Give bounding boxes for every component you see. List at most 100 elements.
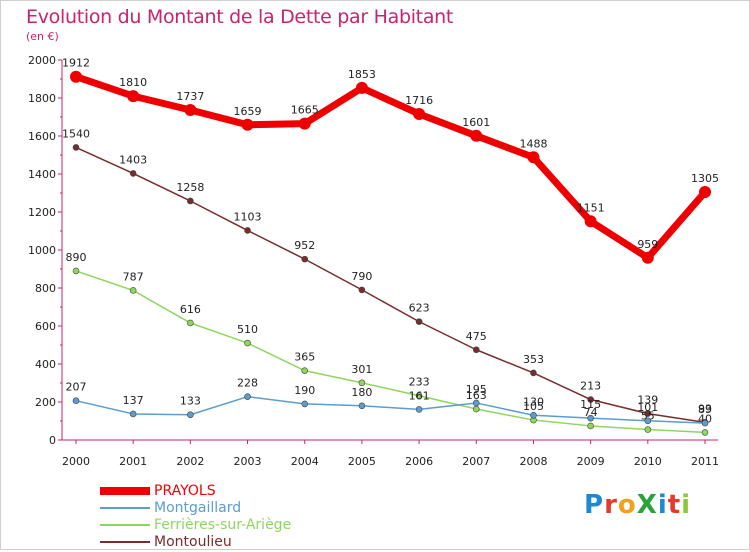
legend-swatch-montgaillard (100, 507, 150, 509)
legend-label-prayols: PRAYOLS (154, 483, 216, 499)
data-label: 787 (123, 270, 144, 283)
data-point (472, 405, 480, 413)
data-point (472, 399, 480, 407)
data-label: 228 (237, 377, 258, 390)
data-label: 1737 (176, 90, 204, 103)
data-label: 74 (584, 406, 598, 419)
data-point (129, 170, 137, 177)
data-point (187, 197, 194, 205)
data-point (298, 117, 311, 130)
data-point (587, 414, 594, 422)
data-point (530, 369, 537, 377)
data-label: 1853 (348, 68, 376, 81)
x-tick-label: 2005 (348, 455, 376, 468)
data-point (530, 411, 537, 419)
x-tick-label: 2007 (462, 455, 490, 468)
data-label: 1665 (291, 104, 319, 117)
data-label: 207 (66, 381, 87, 394)
data-label: 130 (523, 395, 544, 408)
data-point (244, 339, 251, 347)
y-tick-label: 400 (35, 358, 56, 371)
y-tick-label: 1600 (28, 130, 56, 143)
data-point (587, 422, 594, 430)
data-label: 1488 (519, 137, 547, 150)
data-point (355, 81, 368, 94)
data-point (187, 411, 194, 419)
data-point (470, 129, 483, 142)
data-label: 190 (294, 384, 315, 397)
logo-letter: P (584, 490, 605, 520)
x-tick-label: 2010 (634, 455, 662, 468)
data-label: 623 (409, 302, 430, 315)
data-point (301, 367, 309, 374)
data-label: 89 (698, 403, 712, 416)
data-label: 1403 (119, 153, 147, 166)
data-point (72, 397, 80, 404)
data-point (301, 400, 309, 408)
data-label: 40 (698, 412, 712, 425)
x-tick-label: 2011 (691, 455, 719, 468)
data-point (415, 406, 423, 413)
data-point (587, 396, 594, 403)
legend-label-montgaillard: Montgaillard (154, 500, 242, 516)
series-line (75, 146, 706, 424)
y-tick-label: 800 (35, 282, 56, 295)
logo-letter: i (657, 490, 668, 520)
data-label: 180 (351, 386, 372, 399)
data-label: 1601 (462, 116, 490, 129)
data-point (72, 267, 80, 275)
legend-label-montoulieu: Montoulieu (154, 534, 232, 550)
y-tick-label: 1200 (28, 206, 56, 219)
data-label: 475 (466, 330, 487, 343)
data-point (70, 70, 82, 83)
legend: PRAYOLS Montgaillard Ferrières-sur-Arièg… (100, 484, 360, 552)
data-point (472, 346, 480, 354)
series-line (75, 270, 706, 434)
data-label: 55 (641, 410, 655, 423)
y-tick-label: 1400 (28, 168, 56, 181)
x-tick-label: 2002 (176, 455, 204, 468)
data-point (358, 286, 366, 294)
data-label: 1810 (119, 76, 147, 89)
data-label: 139 (637, 394, 658, 407)
data-label: 1151 (577, 201, 605, 214)
data-point (641, 251, 654, 264)
data-label: 93 (698, 402, 712, 415)
data-point (699, 186, 711, 199)
data-point (129, 287, 137, 294)
data-label: 133 (180, 395, 201, 408)
data-point (527, 151, 540, 164)
data-label: 213 (580, 380, 601, 393)
data-label: 353 (523, 353, 544, 366)
data-label: 1258 (176, 181, 204, 194)
data-label: 301 (351, 363, 372, 376)
data-label: 105 (523, 400, 544, 413)
legend-item-ferrieres: Ferrières-sur-Ariège (100, 518, 360, 535)
logo-letter: i (681, 490, 692, 520)
x-tick-label: 2009 (577, 455, 605, 468)
legend-item-prayols: PRAYOLS (100, 484, 360, 501)
data-label: 137 (123, 394, 144, 407)
data-point (358, 379, 366, 387)
data-point (187, 319, 194, 327)
data-point (244, 227, 251, 234)
data-point (644, 426, 652, 433)
data-label: 1305 (691, 172, 719, 185)
x-tick-label: 2008 (519, 455, 547, 468)
data-point (241, 118, 254, 131)
y-tick-label: 1800 (28, 92, 56, 105)
data-label: 163 (466, 389, 487, 402)
x-tick-label: 2003 (234, 455, 262, 468)
y-tick-label: 0 (49, 434, 56, 447)
logo-letter: X (636, 490, 658, 520)
chart-subtitle: (en €) (26, 30, 59, 43)
proxiti-logo: ProXiti (584, 490, 691, 520)
data-point (244, 393, 251, 400)
data-label: 1103 (234, 210, 262, 223)
legend-swatch-montoulieu (100, 541, 150, 543)
legend-label-ferrieres: Ferrières-sur-Ariège (154, 517, 292, 533)
line-chart: 0 200 400 600 800 1000 1200 1400 1600 1800 2000 200… (28, 54, 719, 468)
data-point (72, 144, 80, 151)
data-label: 195 (466, 383, 487, 396)
series-line (74, 73, 708, 262)
